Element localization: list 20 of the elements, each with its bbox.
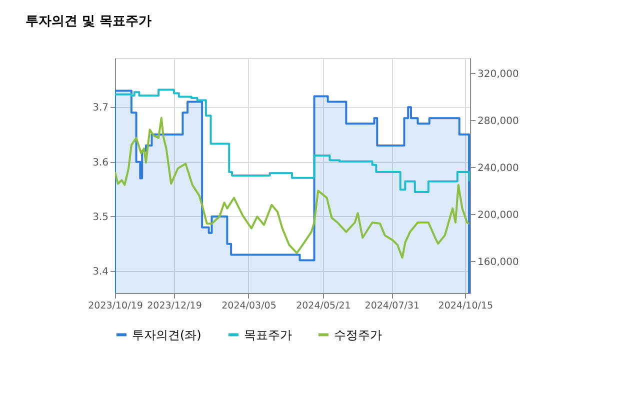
x-tick-label: 2024/03/05	[222, 300, 276, 312]
y2-tick-label: 200,000	[478, 210, 519, 221]
x-tick-label: 2024/07/31	[364, 300, 420, 312]
line-series	[115, 116, 470, 259]
x-tick-label: 2023/12/19	[147, 300, 202, 312]
x-tick-label: 2024/10/15	[438, 300, 494, 312]
y-tick-label: 3.5	[92, 212, 108, 223]
y-tick-label: 3.6	[92, 157, 108, 168]
x-tick-label: 2023/10/19	[88, 300, 143, 312]
y2-tick-label: 160,000	[478, 256, 519, 268]
x-tick-label: 2024/05/21	[296, 300, 351, 312]
y2-tick-label: 320,000	[478, 68, 519, 80]
chart-title: 투자의견 및 목표주가	[26, 14, 152, 29]
y-tick-label: 3.7	[92, 102, 108, 114]
legend-label: 목표주가	[244, 328, 292, 342]
legend-label: 투자의견(좌)	[132, 328, 202, 342]
y2-tick-label: 280,000	[478, 116, 519, 127]
y2-tick-label: 240,000	[478, 162, 519, 174]
legend-label: 수정주가	[334, 328, 382, 342]
y-tick-label: 3.4	[92, 266, 108, 278]
